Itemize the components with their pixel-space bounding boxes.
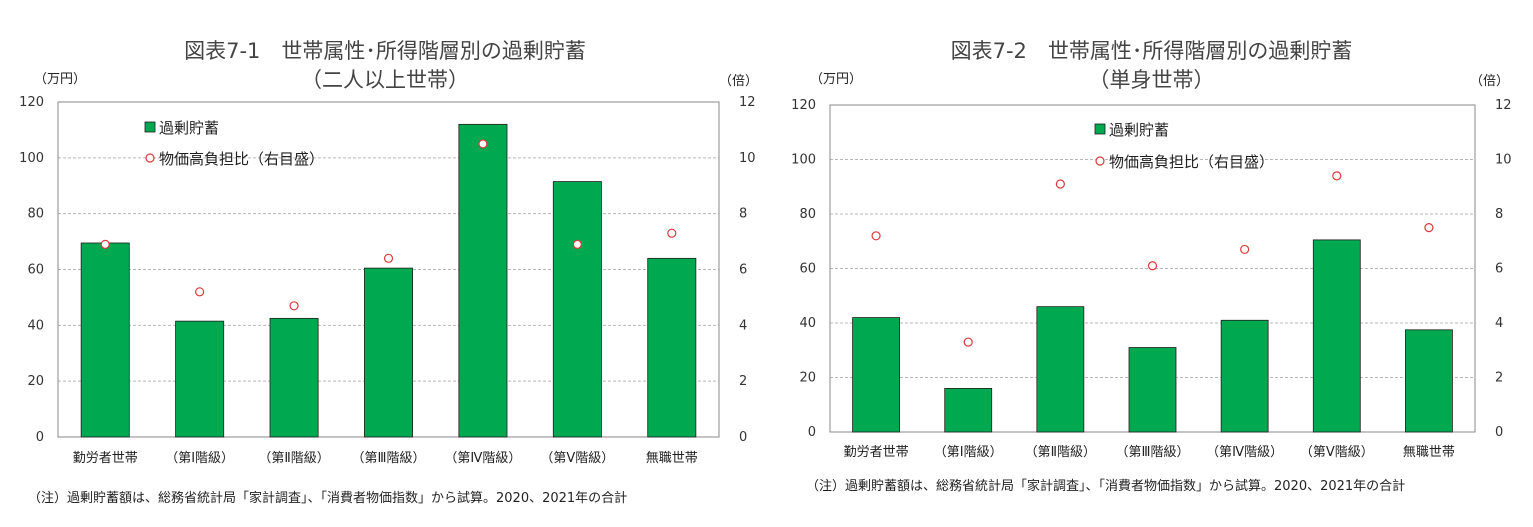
chart-note: （注）過剰貯蓄額は、総務省統計局「家計調査」、「消費者物価指数」から試算。202… [28, 491, 628, 506]
bar [1128, 347, 1177, 433]
bar [80, 242, 130, 438]
category-label: （第Ⅲ階級） [352, 451, 426, 466]
left-tick-label: 80 [799, 207, 816, 222]
category-label: （第Ⅳ階級） [444, 451, 521, 466]
ratio-marker [1147, 261, 1158, 271]
right-tick-label: 4 [739, 318, 747, 333]
ratio-marker [1332, 171, 1342, 181]
bar [458, 123, 508, 438]
legend-bar-swatch [1094, 123, 1106, 135]
right-tick-label: 12 [1495, 98, 1512, 113]
left-tick-label: 40 [799, 316, 816, 331]
left-axis-unit: （万円） [34, 72, 87, 87]
bar [1405, 329, 1453, 433]
chart-plot: 0 20 40 60 80 100 120 0 2 4 6 8 10 12 勤労者世帯 （第Ⅰ階級） （第Ⅱ階級… [19, 95, 756, 466]
legend-marker-swatch [1095, 156, 1105, 166]
chart-subtitle: （単身世帯） [1088, 68, 1215, 92]
right-tick-label: 12 [739, 95, 756, 110]
right-tick-label: 0 [1495, 425, 1503, 440]
bar [647, 257, 697, 438]
left-tick-label: 60 [799, 262, 816, 277]
right-tick-label: 4 [1495, 316, 1503, 331]
ratio-marker [1240, 244, 1250, 255]
right-tick-label: 2 [1495, 371, 1503, 386]
chart-title: 図表7-1 世帯属性･所得階層別の過剰貯蓄 [184, 39, 586, 63]
ratio-marker [572, 239, 582, 249]
category-label: （第Ⅰ階級） [934, 445, 1003, 460]
legend-label-marker: 物価高負担比（右目盛） [1109, 153, 1274, 171]
category-label: 勤労者世帯 [73, 451, 138, 466]
bar [269, 317, 319, 438]
left-axis-unit: （万円） [810, 72, 863, 87]
left-tick-label: 40 [27, 318, 44, 333]
bar [552, 181, 602, 438]
left-tick-label: 20 [27, 374, 44, 389]
category-label: （第Ⅴ階級） [540, 451, 614, 466]
left-tick-label: 100 [791, 153, 816, 168]
category-label: （第Ⅳ階級） [1206, 445, 1283, 460]
ratio-marker [289, 301, 299, 311]
left-tick-label: 80 [27, 207, 44, 222]
ratio-marker [100, 239, 110, 249]
right-tick-label: 6 [1495, 262, 1503, 277]
chart-plot: 0 20 40 60 80 100 120 0 2 4 6 8 10 12 勤労者世帯 （第Ⅰ階級） （第Ⅱ階級… [791, 98, 1512, 460]
right-tick-label: 10 [739, 151, 756, 166]
ratio-marker [871, 231, 881, 241]
bar [944, 387, 993, 433]
left-tick-label: 120 [19, 95, 44, 110]
bar [175, 320, 225, 438]
ratio-marker [667, 228, 677, 238]
right-tick-label: 2 [739, 374, 747, 389]
category-label: 無職世帯 [1403, 445, 1455, 460]
category-label: （第Ⅴ階級） [1300, 445, 1374, 460]
legend-label-bar: 過剰貯蓄 [1109, 121, 1169, 139]
ratio-marker [1055, 179, 1065, 189]
ratio-marker [963, 337, 973, 347]
bar [1220, 319, 1269, 433]
right-axis-unit: （倍） [719, 74, 759, 89]
ratio-marker [1424, 223, 1434, 233]
category-label: 無職世帯 [646, 451, 698, 466]
bar [364, 267, 413, 438]
category-label: （第Ⅱ階級） [258, 451, 329, 466]
left-tick-label: 120 [791, 98, 816, 113]
chart-note: （注）過剰貯蓄額は、総務省統計局「家計調査」、「消費者物価指数」から試算。202… [806, 479, 1406, 494]
ratio-marker [195, 287, 205, 297]
left-tick-label: 60 [27, 263, 44, 278]
chart-panel-7-2: 図表7-2 世帯属性･所得階層別の過剰貯蓄 （単身世帯） （万円） （倍） 0 2… [770, 0, 1533, 527]
chart-panel-7-1: 図表7-1 世帯属性･所得階層別の過剰貯蓄 （二人以上世帯） （万円） （倍） … [19, 39, 759, 506]
legend-label-bar: 過剰貯蓄 [159, 119, 219, 137]
chart-subtitle: （二人以上世帯） [301, 68, 469, 92]
right-tick-label: 8 [1495, 207, 1503, 222]
category-label: 勤労者世帯 [844, 445, 909, 460]
category-label: （第Ⅱ階級） [1025, 445, 1096, 460]
bar [1312, 239, 1361, 433]
legend-bar-swatch [144, 121, 156, 133]
right-tick-label: 6 [739, 263, 747, 278]
ratio-marker [383, 253, 394, 263]
category-label: （第Ⅲ階級） [1116, 445, 1190, 460]
right-axis-unit: （倍） [1470, 74, 1510, 89]
bar [1036, 306, 1085, 433]
left-tick-label: 100 [19, 151, 44, 166]
category-label: （第Ⅰ階級） [165, 451, 234, 466]
right-tick-label: 10 [1495, 153, 1512, 168]
chart-title: 図表7-2 世帯属性･所得階層別の過剰貯蓄 [950, 39, 1353, 63]
legend-marker-swatch [145, 153, 155, 163]
left-tick-label: 0 [36, 430, 44, 445]
bar [852, 317, 900, 433]
left-tick-label: 20 [799, 371, 816, 386]
ratio-marker [478, 139, 488, 149]
right-tick-label: 8 [739, 207, 747, 222]
legend-label-marker: 物価高負担比（右目盛） [159, 150, 324, 168]
right-tick-label: 0 [739, 430, 747, 445]
left-tick-label: 0 [808, 425, 816, 440]
